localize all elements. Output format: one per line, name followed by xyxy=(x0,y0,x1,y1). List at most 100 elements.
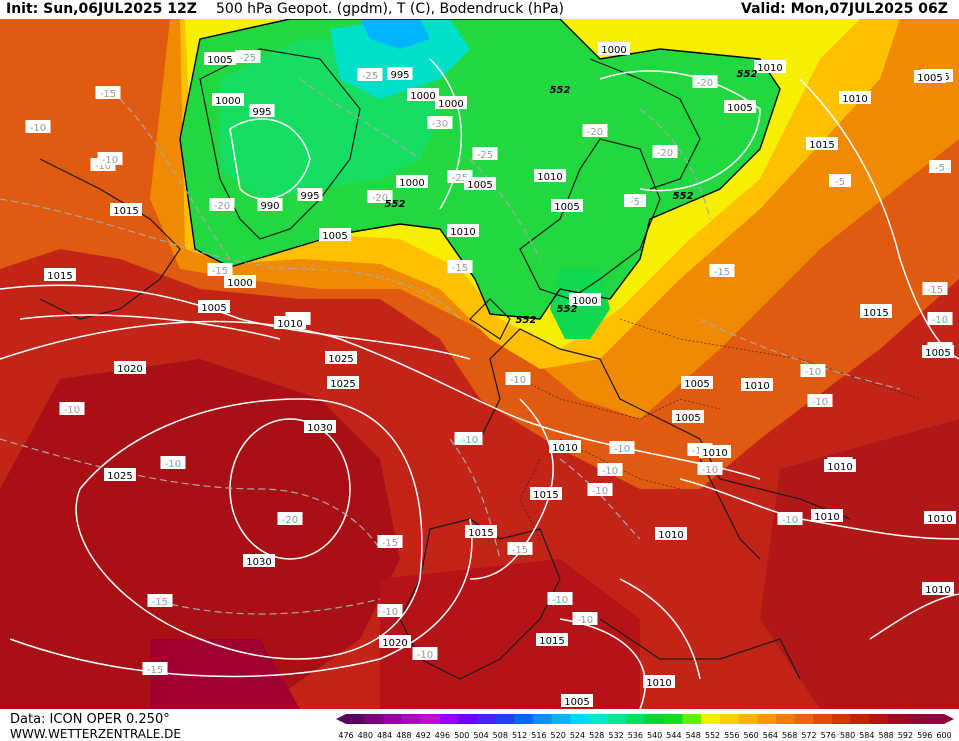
temperature-label: -10 xyxy=(377,604,403,618)
svg-text:1000: 1000 xyxy=(410,91,435,102)
legend-swatch xyxy=(495,714,515,724)
temperature-label: -15 xyxy=(709,264,735,278)
temperature-label: -20 xyxy=(277,512,303,526)
svg-text:1010: 1010 xyxy=(537,172,562,183)
svg-text:1005: 1005 xyxy=(207,55,232,66)
svg-text:-10: -10 xyxy=(417,650,433,661)
legend-swatch xyxy=(738,714,758,724)
pressure-label: 1010 xyxy=(447,224,479,238)
legend-level-label: 588 xyxy=(878,731,893,740)
color-legend: 476 480 484 488 492 496 500 504 508 512 516 520 524 5… xyxy=(336,714,954,740)
temperature-label: -25 xyxy=(357,68,383,82)
pressure-label: 995 xyxy=(249,104,275,118)
legend-swatch xyxy=(794,714,814,724)
legend-level-label: 484 xyxy=(377,731,392,740)
svg-text:1015: 1015 xyxy=(809,140,834,151)
legend-level-label: 576 xyxy=(821,731,836,740)
pressure-label: 1000 xyxy=(212,93,244,107)
svg-text:1025: 1025 xyxy=(330,379,355,390)
legend-level-label: 532 xyxy=(608,731,623,740)
pressure-label: 1030 xyxy=(304,420,336,434)
legend-swatch xyxy=(514,714,534,724)
svg-text:-25: -25 xyxy=(477,150,493,161)
legend-swatch xyxy=(719,714,739,724)
legend-swatch xyxy=(925,714,945,724)
legend-level-label: 556 xyxy=(724,731,739,740)
temperature-label: -5 xyxy=(929,160,951,174)
geopotential-label: 552 xyxy=(516,315,537,326)
svg-text:995: 995 xyxy=(390,70,409,81)
geopotential-label: 552 xyxy=(385,199,406,210)
svg-text:1010: 1010 xyxy=(827,462,852,473)
pressure-label: 1010 xyxy=(754,60,786,74)
svg-text:552: 552 xyxy=(550,85,571,96)
pressure-label: 995 xyxy=(297,188,323,202)
svg-text:552: 552 xyxy=(385,199,406,210)
pressure-label: 1005 xyxy=(724,100,756,114)
pressure-label: 990 xyxy=(257,198,283,212)
pressure-label: 1010 xyxy=(699,445,731,459)
legend-swatch xyxy=(551,714,571,724)
svg-text:-25: -25 xyxy=(240,53,256,64)
svg-text:-15: -15 xyxy=(100,89,116,100)
svg-text:1010: 1010 xyxy=(744,381,769,392)
svg-text:-15: -15 xyxy=(152,597,168,608)
legend-level-label: 568 xyxy=(782,731,797,740)
legend-swatch xyxy=(346,714,366,724)
svg-text:-15: -15 xyxy=(147,665,163,676)
temperature-label: -10 xyxy=(800,364,826,378)
geopotential-label: 552 xyxy=(737,69,758,80)
legend-swatch xyxy=(757,714,777,724)
geopotential-labels: 552 552 552 552 552 552 xyxy=(385,69,758,326)
temperature-label: -20 xyxy=(582,124,608,138)
svg-text:-10: -10 xyxy=(382,607,398,618)
legend-level-label: 544 xyxy=(666,731,681,740)
legend-swatch xyxy=(663,714,683,724)
pressure-label: 1010 xyxy=(922,582,954,596)
pressure-label: 1010 xyxy=(824,459,856,473)
svg-text:-30: -30 xyxy=(432,119,448,130)
svg-text:552: 552 xyxy=(737,69,758,80)
legend-level-label: 508 xyxy=(493,731,508,740)
pressure-label: 1005 xyxy=(198,300,230,314)
svg-text:1030: 1030 xyxy=(246,557,271,568)
legend-level-label: 536 xyxy=(628,731,643,740)
legend-level-label: 492 xyxy=(416,731,431,740)
legend-swatch xyxy=(850,714,870,724)
legend-level-label: 552 xyxy=(705,731,720,740)
svg-text:1005: 1005 xyxy=(554,202,579,213)
legend-swatch xyxy=(420,714,440,724)
pressure-label: 1015 xyxy=(860,305,892,319)
temperature-label: -25 xyxy=(235,50,261,64)
pressure-label: 1000 xyxy=(224,275,256,289)
svg-text:1005: 1005 xyxy=(467,180,492,191)
legend-level-label: 476 xyxy=(338,731,353,740)
legend-level-label: 504 xyxy=(473,731,488,740)
svg-text:-10: -10 xyxy=(592,486,608,497)
pressure-label: 1010 xyxy=(839,91,871,105)
legend-swatch xyxy=(831,714,852,724)
svg-text:1005: 1005 xyxy=(201,303,226,314)
svg-text:-10: -10 xyxy=(64,405,80,416)
svg-text:1010: 1010 xyxy=(927,514,952,525)
svg-text:1015: 1015 xyxy=(468,528,493,539)
temperature-label: -10 xyxy=(697,462,723,476)
pressure-label: 1010 xyxy=(643,675,675,689)
svg-text:-20: -20 xyxy=(657,148,673,159)
svg-text:-10: -10 xyxy=(577,615,593,626)
svg-text:-15: -15 xyxy=(714,267,730,278)
pressure-label: 1010 xyxy=(811,509,843,523)
legend-level-label: 560 xyxy=(743,731,758,740)
svg-text:1010: 1010 xyxy=(842,94,867,105)
data-source: Data: ICON OPER 0.250° xyxy=(10,712,170,727)
svg-text:-10: -10 xyxy=(552,595,568,606)
legend-level-label: 548 xyxy=(686,731,701,740)
temperature-label: -10 xyxy=(160,456,186,470)
svg-text:-20: -20 xyxy=(282,515,298,526)
legend-swatch xyxy=(439,714,459,724)
temperature-label: -20 xyxy=(209,198,235,212)
legend-swatch xyxy=(607,714,627,724)
svg-text:-10: -10 xyxy=(462,435,478,446)
temperature-label: -10 xyxy=(59,402,85,416)
svg-text:-10: -10 xyxy=(510,375,526,386)
